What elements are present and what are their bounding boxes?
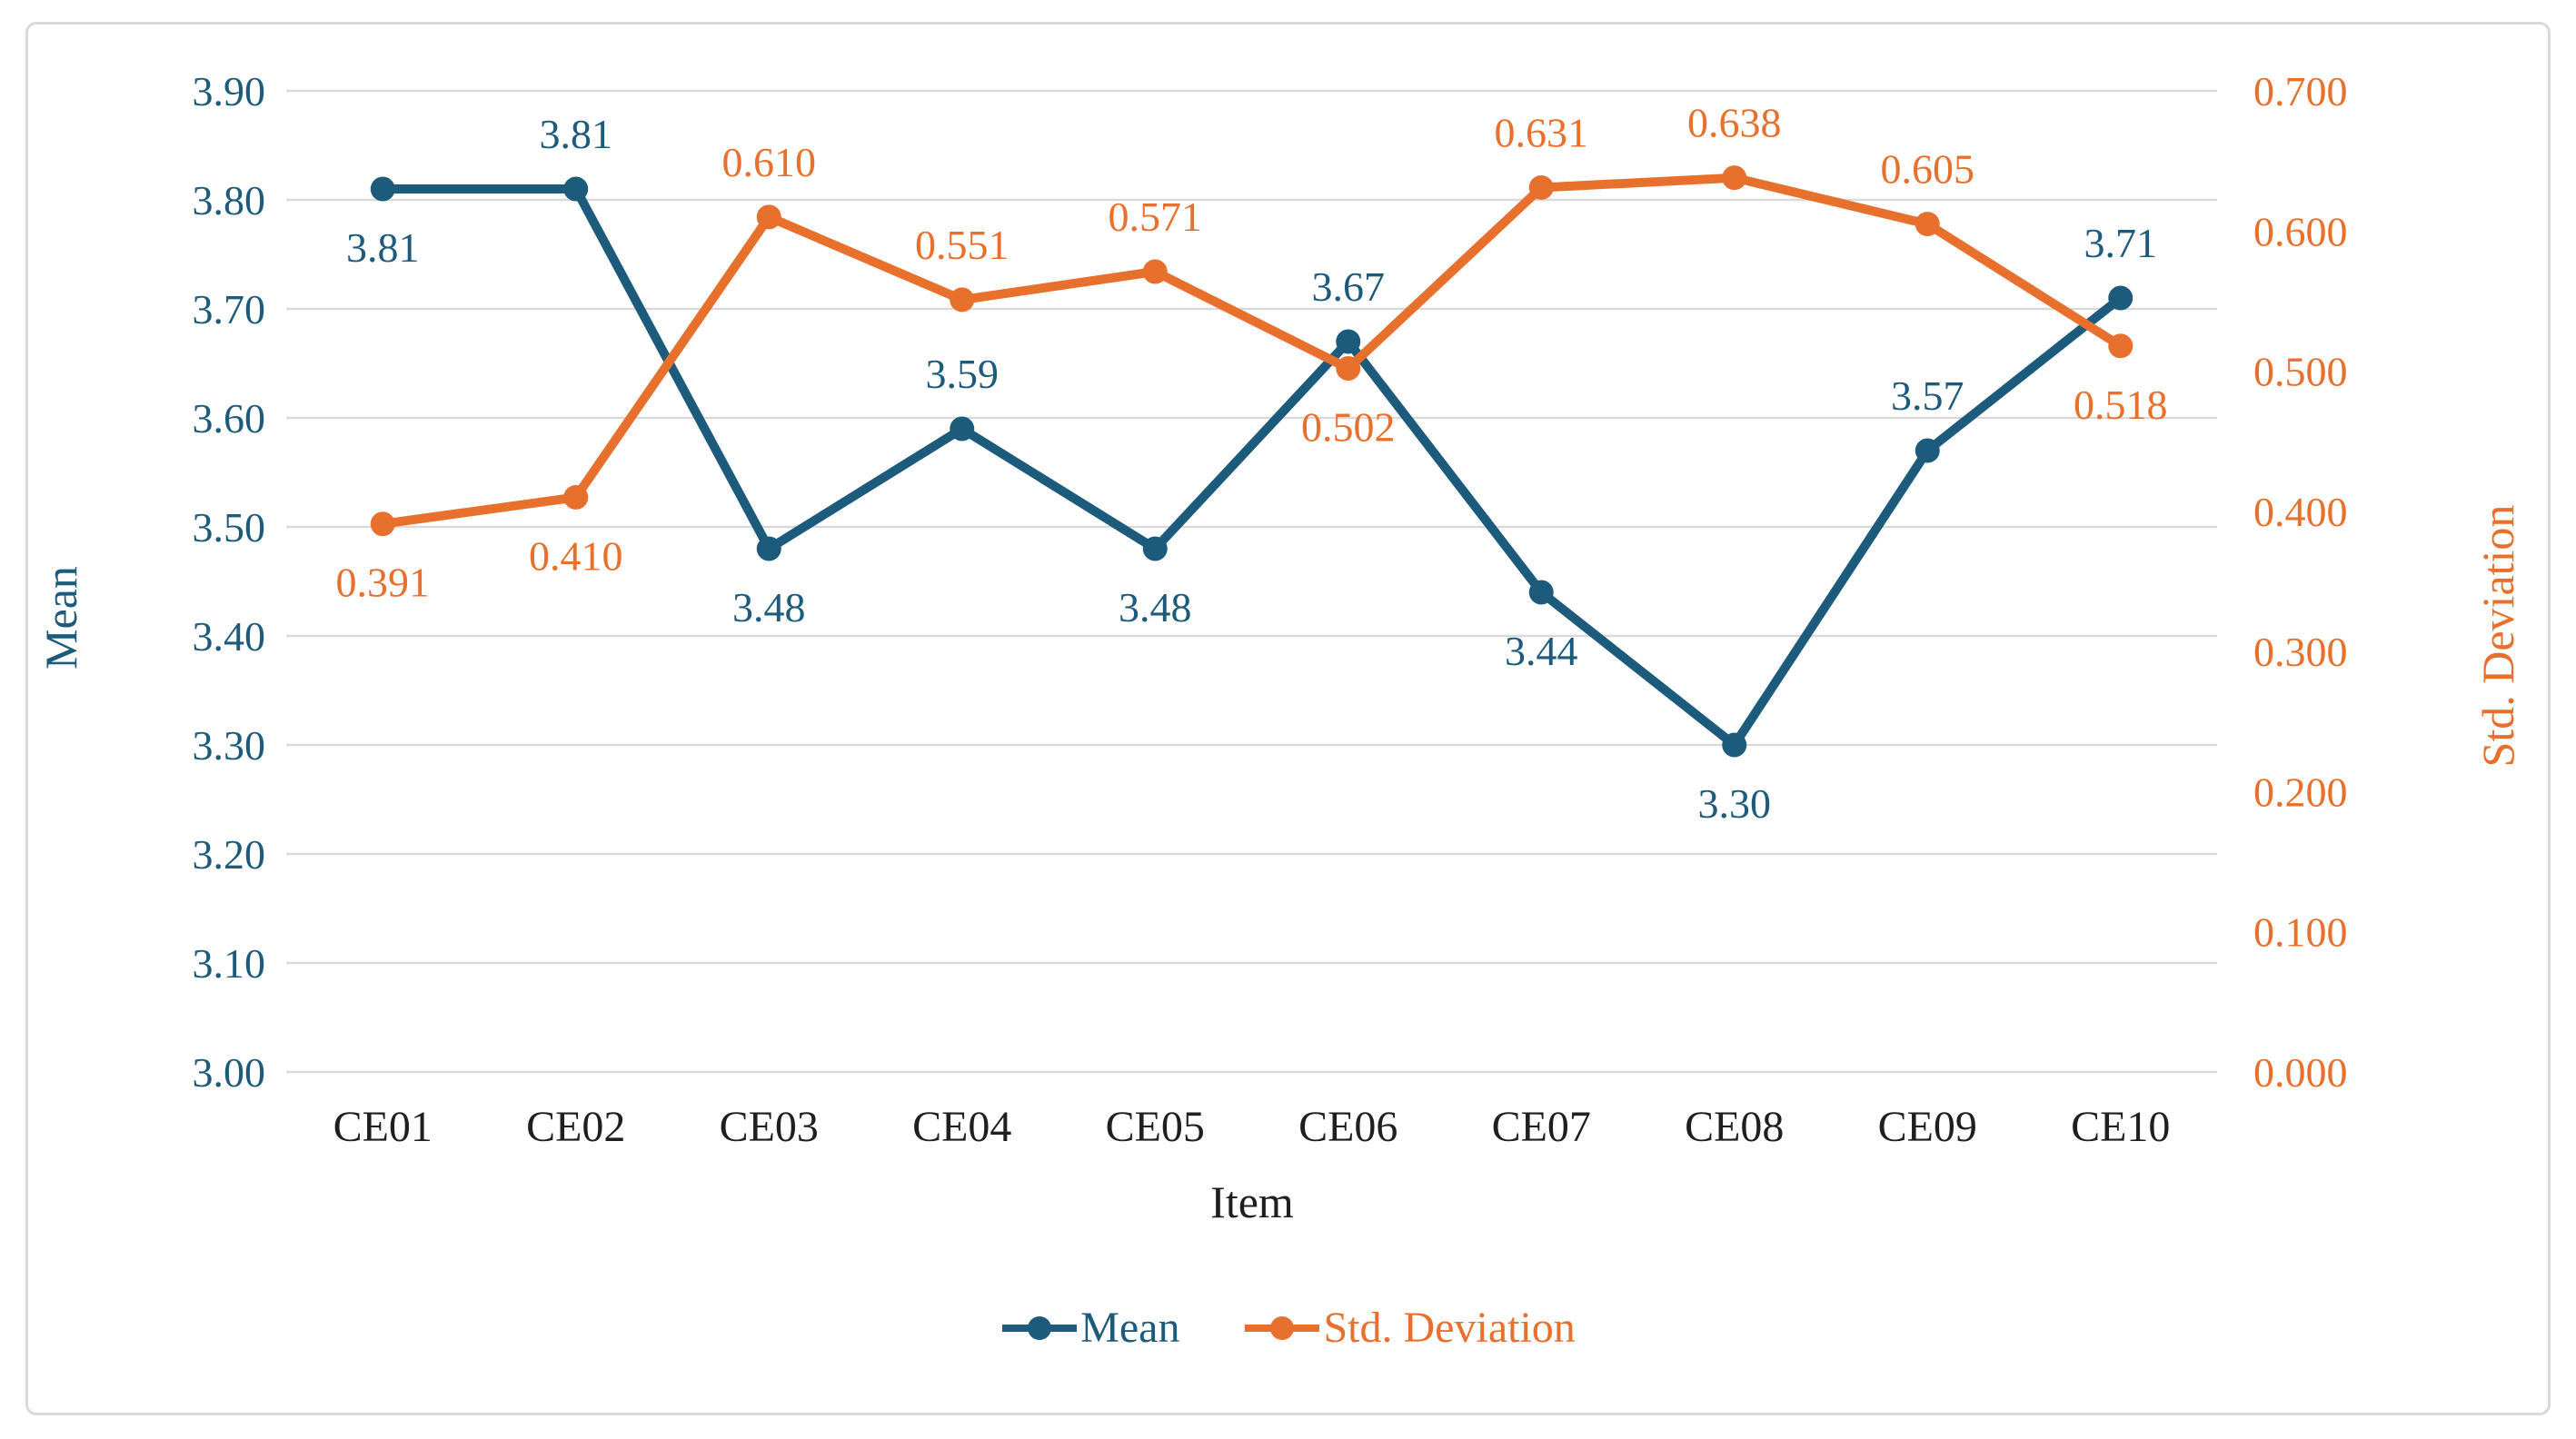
mean-data-point — [563, 176, 589, 202]
std-deviation-data-point — [1915, 212, 1940, 237]
std-deviation-data-label: 0.518 — [2074, 382, 2168, 428]
mean-legend-marker — [1002, 1315, 1078, 1340]
mean-data-label: 3.67 — [1312, 263, 1386, 310]
right-axis-tick-label: 0.500 — [2253, 349, 2348, 395]
x-axis-tick-label: CE03 — [720, 1103, 819, 1151]
right-axis-tick-label: 0.700 — [2253, 68, 2348, 114]
mean-data-label: 3.30 — [1698, 780, 1772, 827]
right-axis-tick-label: 0.600 — [2253, 208, 2348, 254]
std-deviation-data-label: 0.551 — [915, 222, 1010, 268]
std-deviation-data-point — [563, 484, 589, 510]
std-deviation-data-label: 0.571 — [1109, 194, 1203, 240]
mean-data-point — [2108, 285, 2133, 311]
left-axis-tick-label: 3.10 — [193, 940, 266, 987]
mean-data-point — [950, 416, 975, 442]
x-axis-tick-label: CE08 — [1685, 1103, 1784, 1151]
mean-data-point — [1915, 438, 1940, 463]
left-axis-tick-label: 3.60 — [193, 395, 266, 442]
legend: Mean Std. Deviation — [0, 1303, 2576, 1353]
mean-data-label: 3.44 — [1505, 628, 1578, 674]
left-axis-tick-label: 3.80 — [193, 177, 266, 223]
std-deviation-legend-marker — [1245, 1315, 1320, 1340]
mean-data-label: 3.48 — [1119, 584, 1192, 630]
mean-data-point — [1528, 580, 1554, 605]
std-deviation-data-label: 0.638 — [1687, 100, 1782, 146]
mean-data-point — [1142, 536, 1168, 561]
legend-item-mean: Mean — [1000, 1303, 1179, 1353]
x-axis-tick-labels: CE01 CE02 CE03 CE04 CE05 CE06 CE07 CE08 CE09 CE10 — [333, 1103, 2171, 1151]
y-axis-title-left: Mean — [35, 566, 86, 670]
x-axis-tick-label: CE04 — [912, 1103, 1011, 1151]
left-axis-tick-label: 3.00 — [193, 1049, 266, 1096]
std-deviation-data-point — [950, 287, 975, 313]
figure-border — [25, 22, 2551, 1415]
x-axis-tick-label: CE07 — [1492, 1103, 1591, 1151]
std-deviation-data-point — [1528, 174, 1554, 200]
std-deviation-data-point — [2108, 333, 2133, 359]
gridlines — [286, 89, 2217, 1074]
mean-data-point — [1722, 732, 1747, 758]
mean-data-point — [1336, 329, 1361, 354]
mean-data-label: 3.81 — [540, 111, 613, 157]
x-axis-tick-label: CE05 — [1106, 1103, 1205, 1151]
x-axis-tick-label: CE09 — [1878, 1103, 1977, 1151]
y-axis-title-right: Std. Deviation — [2472, 505, 2523, 768]
mean-data-label: 3.48 — [732, 584, 806, 630]
right-axis-tick-label: 0.100 — [2253, 909, 2348, 956]
left-axis-tick-label: 3.70 — [193, 286, 266, 332]
mean-data-label: 3.57 — [1891, 372, 1964, 419]
std-deviation-data-point — [1142, 259, 1168, 284]
legend-label-std-deviation: Std. Deviation — [1323, 1304, 1576, 1352]
x-axis-tick-label: CE10 — [2071, 1103, 2170, 1151]
right-axis-tick-labels: 0.700 0.600 0.500 0.400 0.300 0.200 0.100 0.000 — [2253, 68, 2348, 1096]
x-axis-tick-label: CE01 — [333, 1103, 433, 1151]
mean-line — [378, 184, 2125, 749]
std-deviation-data-point — [1722, 165, 1747, 191]
mean-data-point — [756, 536, 781, 561]
std-deviation-data-label: 0.610 — [722, 139, 817, 185]
std-deviation-data-label: 0.391 — [336, 560, 431, 606]
mean-data-label: 3.81 — [346, 224, 420, 271]
std-deviation-data-point — [1336, 355, 1361, 381]
std-deviation-data-label: 0.502 — [1301, 403, 1396, 450]
right-axis-tick-label: 0.400 — [2253, 489, 2348, 535]
right-axis-tick-label: 0.200 — [2253, 769, 2348, 815]
series-lines — [370, 165, 2133, 758]
left-axis-tick-label: 3.50 — [193, 504, 266, 551]
left-axis-tick-label: 3.90 — [193, 68, 266, 114]
data-labels: 3.81 3.81 3.48 3.59 3.48 3.67 3.44 3.30 3.57 3.71… — [336, 100, 2168, 827]
mean-data-point — [370, 176, 395, 202]
left-axis-tick-label: 3.30 — [193, 722, 266, 769]
std-deviation-data-label: 0.410 — [529, 532, 623, 579]
right-axis-tick-label: 0.300 — [2253, 629, 2348, 675]
left-axis-tick-label: 3.40 — [193, 613, 266, 660]
mean-data-label: 3.71 — [2084, 220, 2158, 266]
left-axis-tick-labels: 3.90 3.80 3.70 3.60 3.50 3.40 3.30 3.20 3.10 3.00 — [193, 68, 266, 1096]
std-deviation-data-label: 0.605 — [1881, 146, 1975, 193]
std-deviation-line — [378, 173, 2125, 529]
x-axis-tick-label: CE06 — [1298, 1103, 1397, 1151]
legend-label-mean: Mean — [1080, 1304, 1180, 1352]
std-deviation-data-point — [370, 511, 395, 537]
right-axis-tick-label: 0.000 — [2253, 1049, 2348, 1096]
x-axis-tick-label: CE02 — [526, 1103, 625, 1151]
legend-item-std-deviation: Std. Deviation — [1243, 1303, 1576, 1353]
x-axis-title: Item — [1210, 1176, 1294, 1227]
mean-data-label: 3.59 — [926, 351, 1000, 397]
std-deviation-data-point — [756, 204, 781, 230]
left-axis-tick-label: 3.20 — [193, 831, 266, 878]
std-deviation-data-label: 0.631 — [1495, 109, 1589, 155]
